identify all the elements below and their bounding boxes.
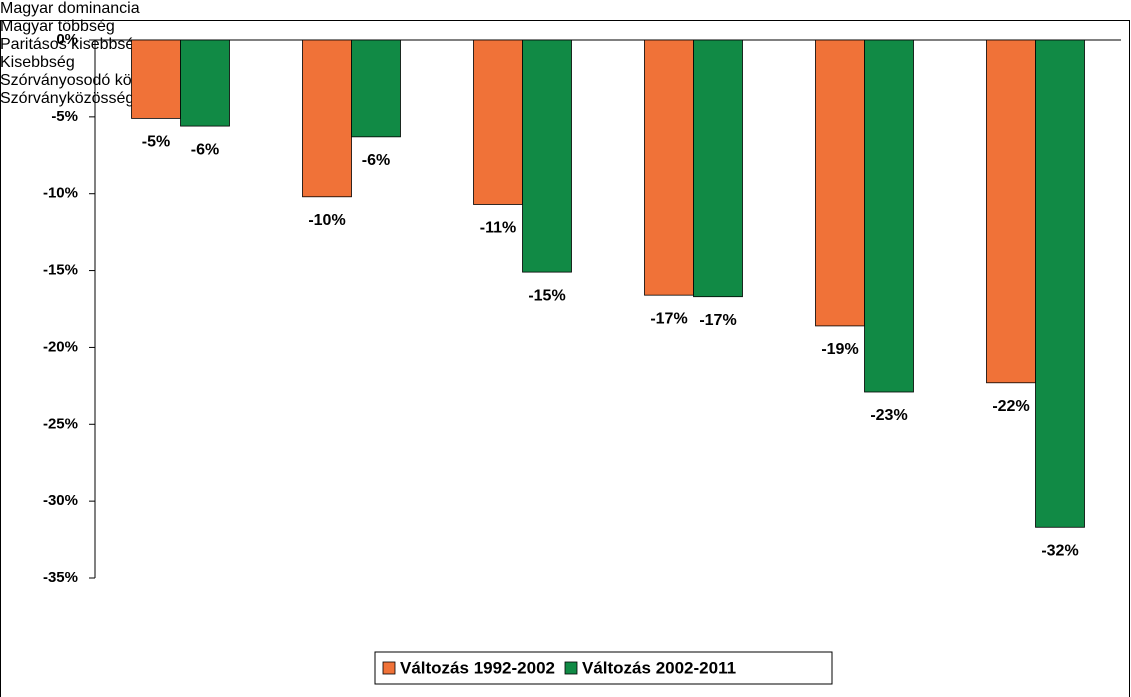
value-label: -6% xyxy=(362,152,390,169)
bar xyxy=(815,39,865,327)
bar xyxy=(180,39,230,127)
x-tick-label: Magyar többség xyxy=(0,18,115,35)
x-tick-label: Magyar dominancia xyxy=(0,0,140,17)
bar xyxy=(522,39,572,273)
value-label: -10% xyxy=(308,212,345,229)
value-label: -17% xyxy=(650,310,687,327)
frame xyxy=(0,20,1130,697)
y-tick-label: -30% xyxy=(43,492,78,509)
legend-swatch xyxy=(382,661,396,675)
value-label: -11% xyxy=(480,220,516,237)
value-label: -23% xyxy=(870,407,907,424)
legend-label: Változás 1992-2002 xyxy=(400,658,555,677)
x-tick-label: Szórványközösség xyxy=(0,90,135,107)
value-label: -17% xyxy=(699,312,736,329)
y-tick-label: -10% xyxy=(43,185,78,202)
value-label: -15% xyxy=(528,287,565,304)
legend-box xyxy=(374,651,833,685)
legend-swatch xyxy=(564,661,578,675)
bar xyxy=(351,39,401,138)
value-label: -22% xyxy=(992,398,1029,415)
bar xyxy=(644,39,694,296)
y-tick-label: -20% xyxy=(43,338,78,355)
bar xyxy=(1035,39,1085,528)
bar xyxy=(864,39,914,393)
legend-label: Változás 2002-2011 xyxy=(582,658,736,677)
value-label: -6% xyxy=(191,141,219,158)
y-tick-label: -5% xyxy=(51,108,78,125)
bar xyxy=(473,39,523,205)
value-label: -19% xyxy=(821,341,858,358)
value-label: -5% xyxy=(142,134,170,151)
bar xyxy=(986,39,1036,384)
y-tick-label: 0% xyxy=(56,31,78,48)
bar xyxy=(693,39,743,298)
y-tick-label: -35% xyxy=(43,569,78,586)
bar xyxy=(131,39,181,119)
y-tick-label: -15% xyxy=(43,262,78,279)
x-tick-label: Kisebbség xyxy=(0,54,75,71)
value-label: -32% xyxy=(1041,542,1078,559)
y-tick-label: -25% xyxy=(43,415,78,432)
bar xyxy=(302,39,352,198)
